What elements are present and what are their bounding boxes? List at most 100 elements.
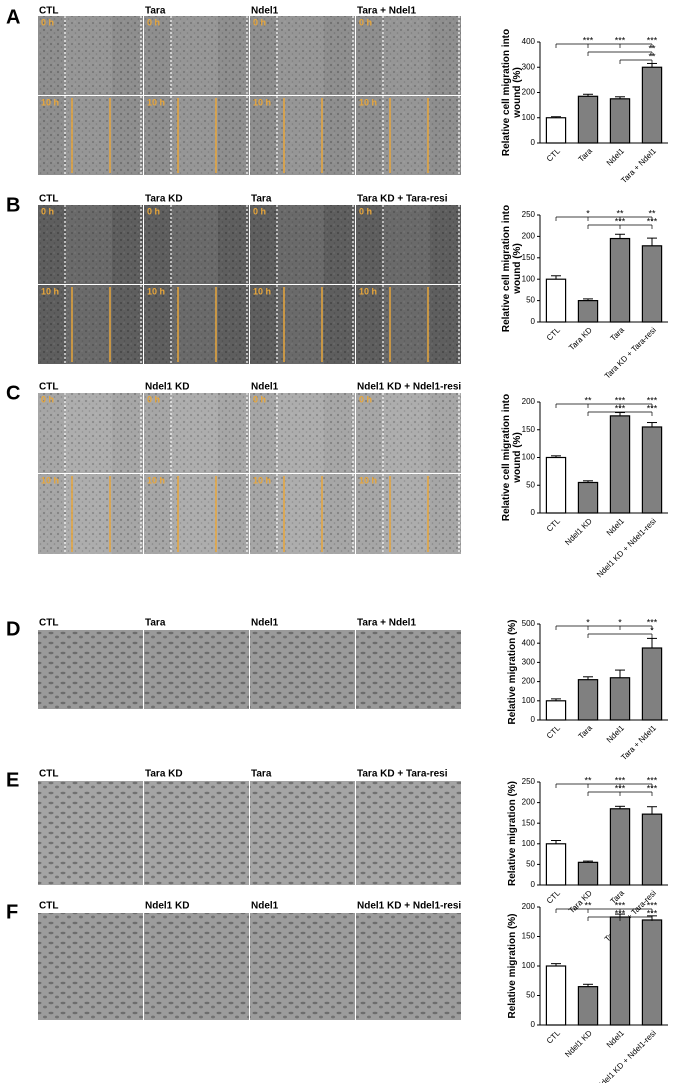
timepoint: 10 h bbox=[359, 97, 377, 107]
timepoint: 10 h bbox=[253, 475, 271, 485]
image-label: Tara bbox=[145, 6, 166, 17]
wound bbox=[66, 205, 112, 284]
micrograph-texture bbox=[250, 913, 355, 1020]
micrograph-texture bbox=[356, 630, 461, 709]
bar bbox=[545, 117, 567, 144]
x-tick-label: Ndel1 bbox=[605, 146, 627, 168]
bar bbox=[641, 426, 663, 514]
timepoint: 10 h bbox=[41, 286, 59, 296]
y-tick-label: 250 bbox=[522, 210, 536, 219]
panel-letter: B bbox=[6, 194, 20, 216]
image-label: CTL bbox=[39, 769, 58, 780]
timepoint: 10 h bbox=[147, 475, 165, 485]
timepoint: 0 h bbox=[147, 206, 160, 216]
y-tick-label: 0 bbox=[531, 138, 536, 147]
significance: *** bbox=[647, 775, 658, 785]
y-tick-label: 500 bbox=[522, 619, 536, 628]
bar bbox=[545, 278, 567, 323]
significance: *** bbox=[647, 403, 658, 413]
wound bbox=[172, 16, 218, 95]
significance: *** bbox=[615, 775, 626, 785]
y-tick-label: 100 bbox=[522, 961, 536, 970]
micrograph-texture bbox=[356, 781, 461, 885]
timepoint: 0 h bbox=[359, 17, 372, 27]
panel-letter: D bbox=[6, 618, 20, 640]
micrograph-texture bbox=[144, 393, 249, 473]
bar bbox=[545, 965, 567, 1026]
significance: * bbox=[586, 208, 590, 218]
timepoint: 0 h bbox=[147, 394, 160, 404]
y-tick-label: 50 bbox=[526, 860, 535, 869]
micrograph-texture bbox=[144, 913, 249, 1020]
x-tick-label: Ndel1 bbox=[605, 723, 627, 745]
bar bbox=[545, 456, 567, 514]
image-label: Ndel1 KD bbox=[145, 382, 189, 393]
micrograph-texture bbox=[250, 781, 355, 885]
wound bbox=[278, 96, 324, 175]
timepoint: 10 h bbox=[41, 97, 59, 107]
x-tick-label: Ndel1 KD bbox=[563, 516, 594, 547]
micrograph-texture bbox=[38, 913, 143, 1020]
micrograph-texture bbox=[250, 285, 355, 364]
micrograph-texture bbox=[38, 205, 143, 284]
micrograph-texture bbox=[250, 474, 355, 554]
significance: ** bbox=[616, 208, 624, 218]
micrograph-texture bbox=[250, 16, 355, 95]
y-tick-label: 300 bbox=[522, 62, 536, 71]
wound bbox=[384, 96, 430, 175]
significance: *** bbox=[583, 35, 594, 45]
x-tick-label: CTL bbox=[545, 146, 562, 163]
significance: * bbox=[618, 617, 622, 627]
y-tick-label: 200 bbox=[522, 88, 536, 97]
bar bbox=[641, 647, 663, 721]
image-label: Ndel1 KD bbox=[145, 901, 189, 912]
image-label: CTL bbox=[39, 382, 58, 393]
y-tick-label: 0 bbox=[531, 1020, 536, 1029]
significance: ** bbox=[584, 775, 592, 785]
image-label: Tara KD + Tara-resi bbox=[357, 194, 448, 205]
timepoint: 10 h bbox=[41, 475, 59, 485]
micrograph-texture bbox=[144, 205, 249, 284]
micrograph-texture bbox=[356, 96, 461, 175]
wound bbox=[384, 205, 430, 284]
wound bbox=[278, 285, 324, 364]
bar bbox=[577, 679, 599, 721]
wound bbox=[384, 474, 430, 554]
timepoint: 0 h bbox=[253, 17, 266, 27]
micrograph-texture bbox=[250, 393, 355, 473]
y-axis-title: Relative migration (%) bbox=[507, 913, 518, 1018]
timepoint: 10 h bbox=[147, 286, 165, 296]
significance: *** bbox=[647, 617, 658, 627]
y-tick-label: 100 bbox=[522, 696, 536, 705]
x-tick-label: CTL bbox=[545, 516, 562, 533]
panel-letter: E bbox=[6, 769, 19, 791]
bar bbox=[577, 95, 599, 144]
x-tick-label: Tara bbox=[577, 723, 595, 741]
wound bbox=[172, 474, 218, 554]
micrograph-texture bbox=[144, 474, 249, 554]
micrograph-texture bbox=[356, 205, 461, 284]
x-tick-label: CTL bbox=[545, 325, 562, 342]
significance: ** bbox=[584, 395, 592, 405]
timepoint: 0 h bbox=[359, 206, 372, 216]
significance: *** bbox=[615, 395, 626, 405]
significance: * bbox=[650, 625, 654, 635]
image-label: CTL bbox=[39, 6, 58, 17]
significance: *** bbox=[647, 908, 658, 918]
y-tick-label: 400 bbox=[522, 638, 536, 647]
micrograph-texture bbox=[38, 16, 143, 95]
x-tick-label: Tara KD bbox=[567, 325, 594, 352]
y-axis-title: Relative cell migration intowound (%) bbox=[501, 205, 523, 332]
y-tick-label: 150 bbox=[522, 818, 536, 827]
timepoint: 10 h bbox=[253, 286, 271, 296]
micrograph-texture bbox=[144, 16, 249, 95]
x-tick-label: Tara bbox=[609, 325, 627, 343]
y-axis-title: Relative cell migration intowound (%) bbox=[501, 394, 523, 521]
significance: *** bbox=[615, 783, 626, 793]
wound bbox=[172, 285, 218, 364]
image-label: Tara KD + Tara-resi bbox=[357, 769, 448, 780]
bar bbox=[577, 481, 599, 514]
y-tick-label: 50 bbox=[526, 480, 535, 489]
y-tick-label: 50 bbox=[526, 991, 535, 1000]
y-tick-label: 250 bbox=[522, 777, 536, 786]
